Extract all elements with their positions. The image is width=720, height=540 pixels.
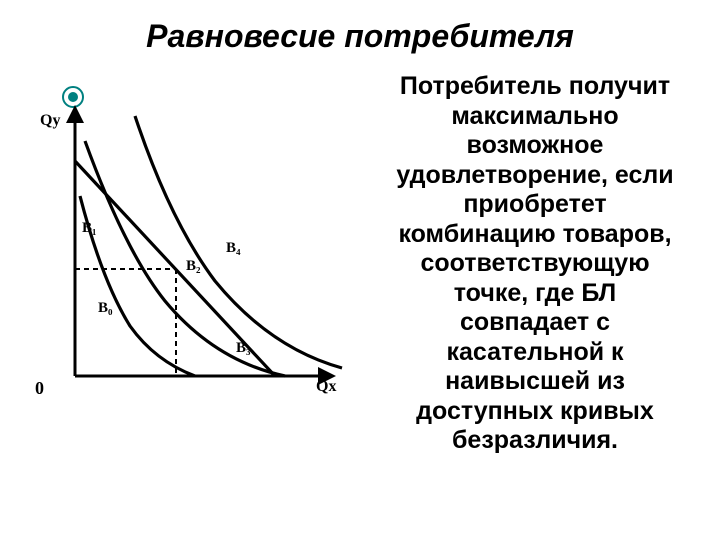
slide-title: Равновесие потребителя [0, 0, 720, 55]
line-3: удовлетворение, если [360, 161, 710, 191]
diagram-svg [20, 86, 350, 416]
x-axis-label: Qx [316, 378, 336, 396]
line-0: Потребитель получит [360, 72, 710, 102]
label-b0: B₀ [98, 300, 113, 317]
content-area: Qy Qx 0 B₁ B₂ B₄ B₀ B₃ Потребитель получ… [0, 72, 720, 532]
line-12: безразличия. [360, 426, 710, 456]
line-8: совпадает с [360, 308, 710, 338]
y-axis-label: Qy [40, 112, 60, 130]
slide: Равновесие потребителя [0, 0, 720, 540]
line-5: комбинацию товаров, [360, 220, 710, 250]
line-9: касательной к [360, 338, 710, 368]
line-2: возможное [360, 131, 710, 161]
line-7: точке, где БЛ [360, 279, 710, 309]
line-10: наивысшей из [360, 367, 710, 397]
label-b1: B₁ [82, 220, 97, 237]
label-b4: B₄ [226, 240, 241, 257]
line-6: соответствующую [360, 249, 710, 279]
origin-label: 0 [35, 378, 44, 399]
label-b2: B₂ [186, 258, 201, 275]
line-11: доступных кривых [360, 397, 710, 427]
curve-2 [85, 141, 285, 376]
indifference-diagram: Qy Qx 0 B₁ B₂ B₄ B₀ B₃ [20, 86, 350, 416]
label-b3: B₃ [236, 340, 251, 357]
line-4: приобретет [360, 190, 710, 220]
line-1: максимально [360, 102, 710, 132]
body-text: Потребитель получит максимально возможно… [360, 72, 710, 456]
